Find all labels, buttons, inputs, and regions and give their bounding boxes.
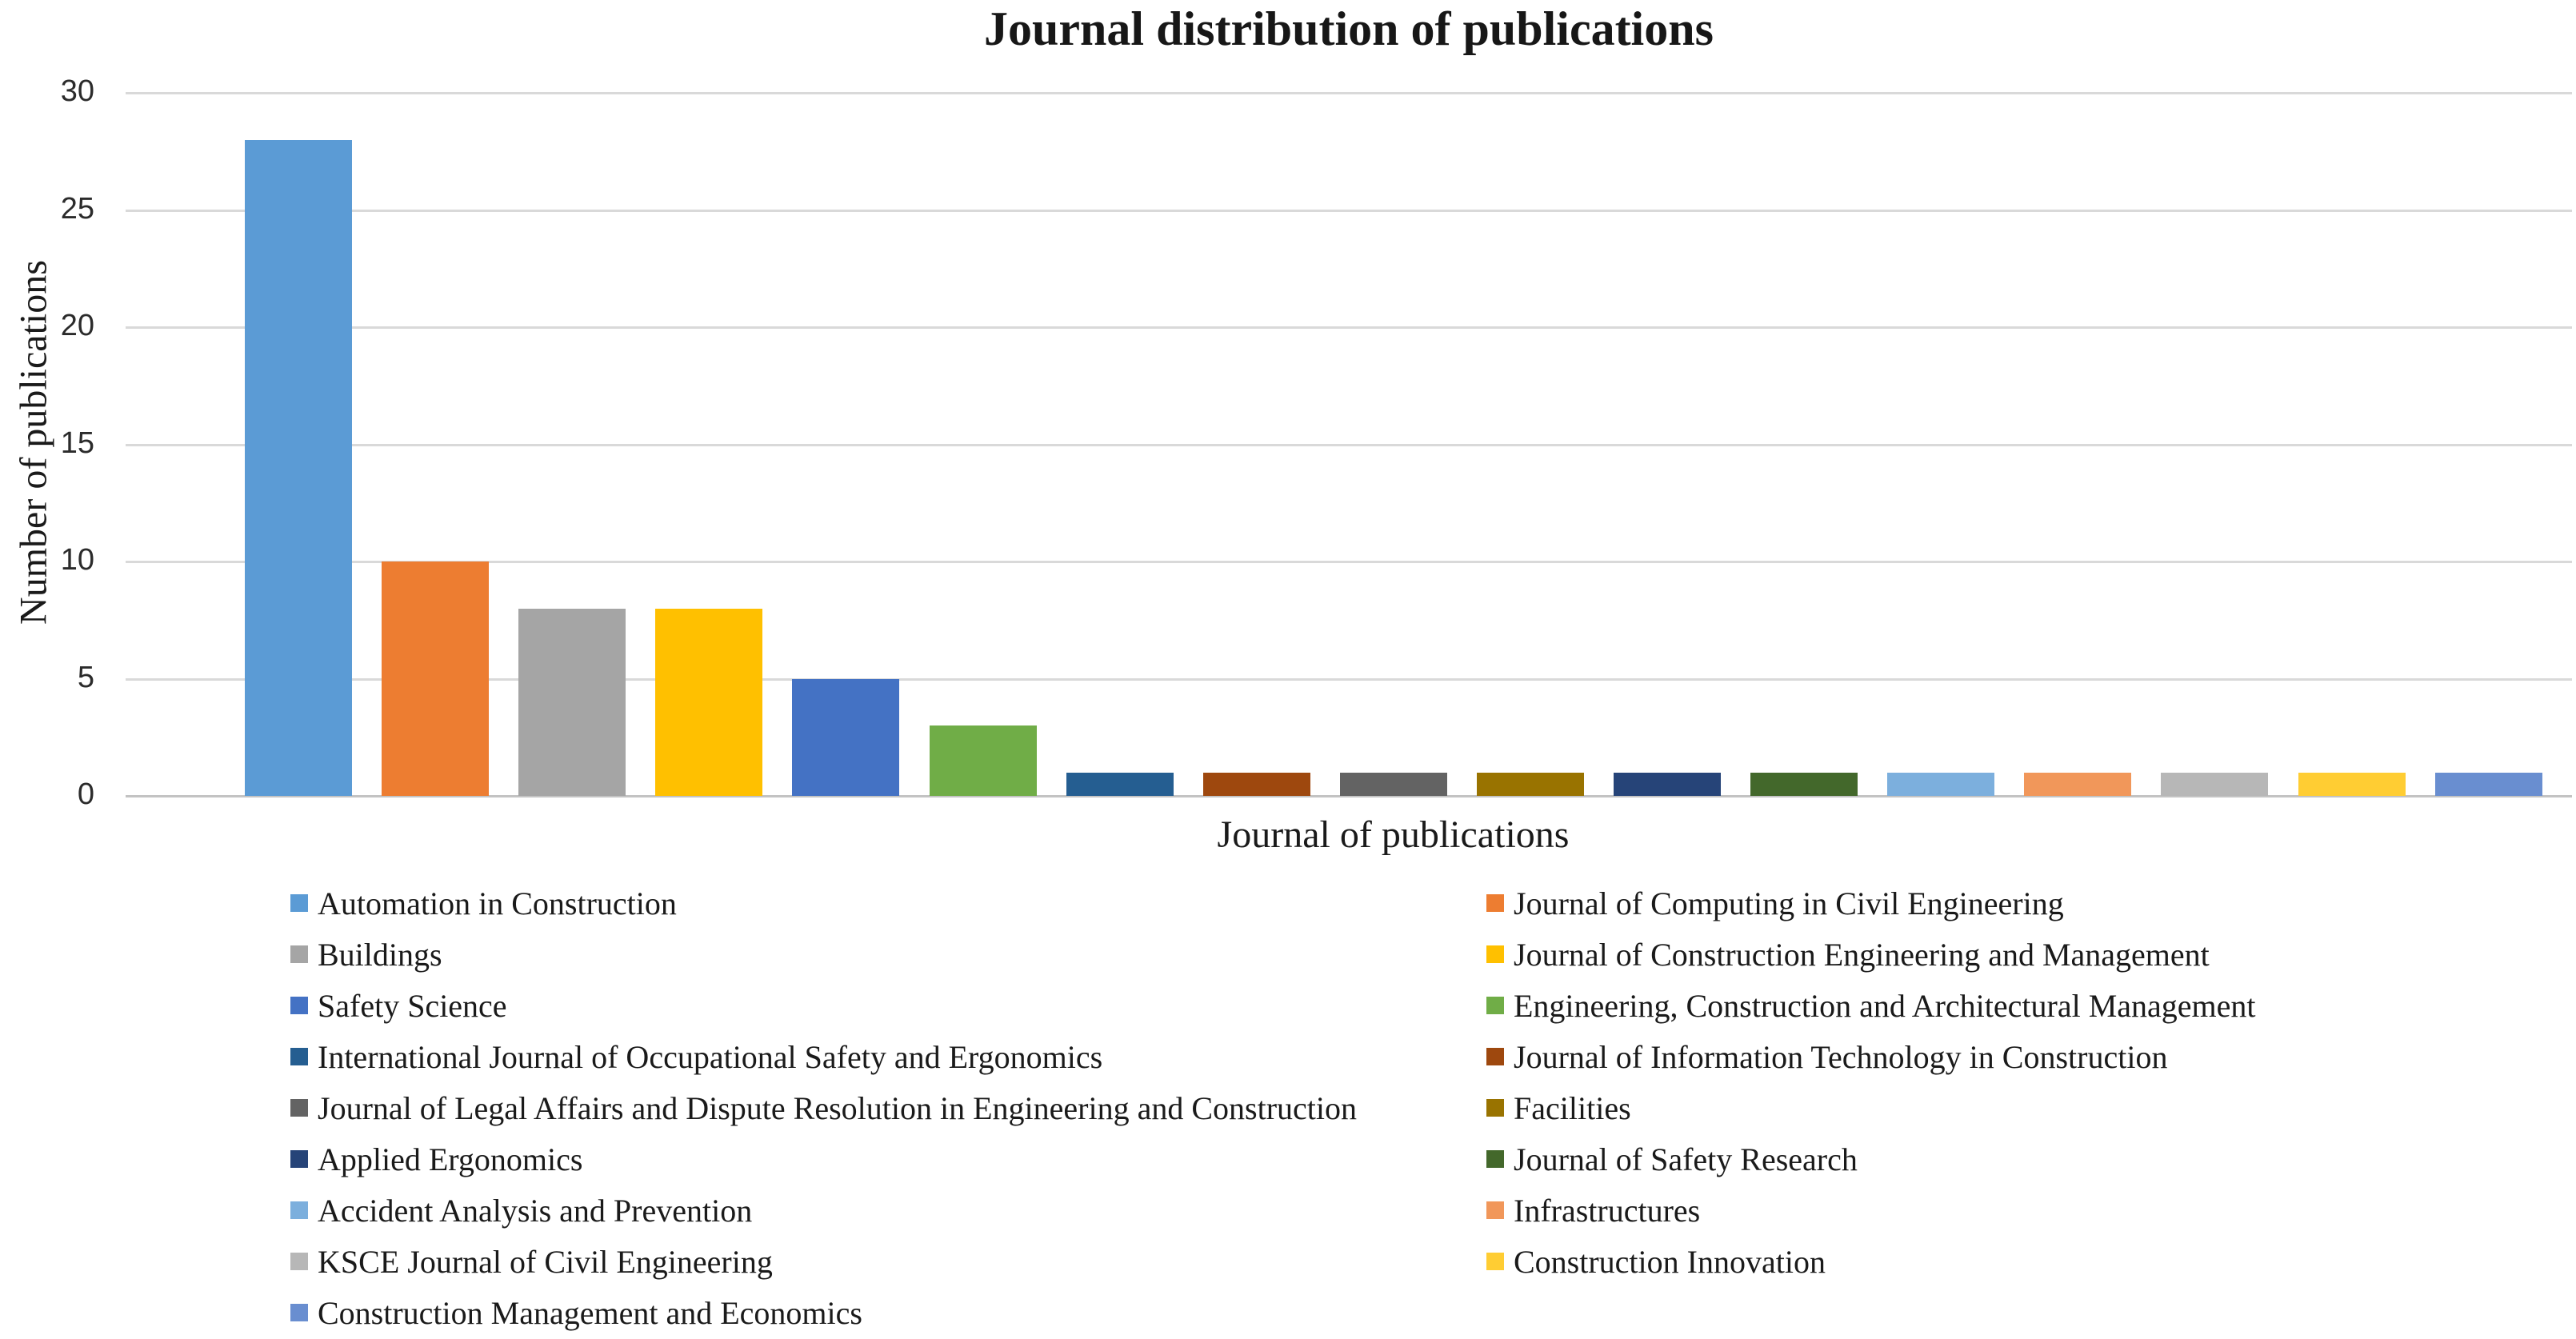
x-axis-title: Journal of publications	[1217, 813, 1570, 856]
x-axis-line	[126, 795, 2572, 797]
legend-label: Construction Innovation	[1514, 1243, 1826, 1280]
legend-swatch-icon	[290, 945, 308, 963]
gridline	[126, 677, 2572, 681]
bar	[792, 678, 900, 796]
bar	[2298, 772, 2406, 796]
chart-title: Journal distribution of publications	[984, 2, 1714, 55]
bar	[1476, 772, 1584, 796]
legend-swatch-icon	[1486, 1201, 1504, 1219]
legend-item: Journal of Information Technology in Con…	[1486, 1038, 2526, 1076]
legend-item: Accident Analysis and Prevention	[290, 1192, 1486, 1229]
legend-label: Applied Ergonomics	[318, 1141, 583, 1177]
legend-item: Journal of Safety Research	[1486, 1141, 2526, 1178]
bar	[1339, 772, 1447, 796]
bar	[1614, 772, 1721, 796]
legend-item: Buildings	[290, 936, 1486, 973]
chart-legend: Automation in Construction Journal of Com…	[290, 877, 2526, 1338]
legend-swatch-icon	[290, 1201, 308, 1219]
gridline	[126, 326, 2572, 329]
y-tick-label: 20	[60, 308, 94, 342]
gridline	[126, 443, 2572, 446]
legend-item: Infrastructures	[1486, 1192, 2526, 1229]
legend-label: Safety Science	[318, 987, 507, 1024]
bar	[1887, 772, 1995, 796]
bar	[1066, 772, 1174, 796]
legend-label: Buildings	[318, 936, 442, 973]
legend-label: Engineering, Construction and Architectu…	[1514, 987, 2256, 1024]
legend-item: Journal of Computing in Civil Engineerin…	[1486, 885, 2526, 922]
legend-label: Journal of Legal Affairs and Dispute Res…	[318, 1089, 1358, 1126]
legend-swatch-icon	[290, 997, 308, 1014]
legend-label: KSCE Journal of Civil Engineering	[318, 1243, 773, 1280]
legend-label: International Journal of Occupational Sa…	[318, 1038, 1103, 1075]
legend-swatch-icon	[290, 1048, 308, 1065]
bar	[518, 608, 626, 796]
plot-area	[126, 92, 2572, 797]
legend-label: Automation in Construction	[318, 885, 677, 921]
y-tick-label: 15	[60, 426, 94, 460]
bar	[2024, 772, 2132, 796]
legend-swatch-icon	[1486, 945, 1504, 963]
legend-swatch-icon	[1486, 997, 1504, 1014]
gridline	[126, 561, 2572, 563]
legend-swatch-icon	[1486, 1099, 1504, 1117]
legend-label: Facilities	[1514, 1089, 1631, 1126]
legend-swatch-icon	[290, 1253, 308, 1270]
legend-label: Accident Analysis and Prevention	[318, 1192, 753, 1229]
y-tick-label: 0	[77, 777, 94, 811]
legend-swatch-icon	[290, 1304, 308, 1321]
legend-label: Journal of Safety Research	[1514, 1141, 1858, 1177]
bar	[245, 139, 352, 796]
gridline	[126, 209, 2572, 212]
y-tick-label: 30	[60, 74, 94, 108]
bar	[929, 725, 1037, 796]
legend-item: Safety Science	[290, 987, 1486, 1025]
legend-swatch-icon	[1486, 1048, 1504, 1065]
legend-item: Construction Management and Economics	[290, 1294, 1486, 1332]
legend-swatch-icon	[1486, 1253, 1504, 1270]
legend-item: Journal of Construction Engineering and …	[1486, 936, 2526, 973]
legend-label: Construction Management and Economics	[318, 1294, 862, 1331]
y-tick-label: 5	[77, 660, 94, 694]
bar	[2434, 772, 2542, 796]
y-tick-label: 25	[60, 191, 94, 226]
bar	[655, 608, 763, 796]
legend-item: KSCE Journal of Civil Engineering	[290, 1243, 1486, 1281]
bar	[1202, 772, 1310, 796]
gridline	[126, 92, 2572, 94]
legend-swatch-icon	[290, 1099, 308, 1117]
legend-item: Journal of Legal Affairs and Dispute Res…	[290, 1089, 1486, 1127]
legend-label: Journal of Construction Engineering and …	[1514, 936, 2210, 973]
legend-label: Infrastructures	[1514, 1192, 1701, 1229]
legend-swatch-icon	[290, 1150, 308, 1168]
y-tick-label: 10	[60, 542, 94, 577]
bar	[382, 562, 490, 796]
bar	[2161, 772, 2269, 796]
legend-item: Facilities	[1486, 1089, 2526, 1127]
legend-swatch-icon	[290, 894, 308, 912]
legend-item: Engineering, Construction and Architectu…	[1486, 987, 2526, 1025]
legend-item: Applied Ergonomics	[290, 1141, 1486, 1178]
legend-label: Journal of Information Technology in Con…	[1514, 1038, 2168, 1075]
legend-item: Automation in Construction	[290, 885, 1486, 922]
legend-item: Construction Innovation	[1486, 1243, 2526, 1281]
legend-swatch-icon	[1486, 1150, 1504, 1168]
legend-swatch-icon	[1486, 894, 1504, 912]
legend-item: International Journal of Occupational Sa…	[290, 1038, 1486, 1076]
bar	[1750, 772, 1858, 796]
legend-label: Journal of Computing in Civil Engineerin…	[1514, 885, 2064, 921]
